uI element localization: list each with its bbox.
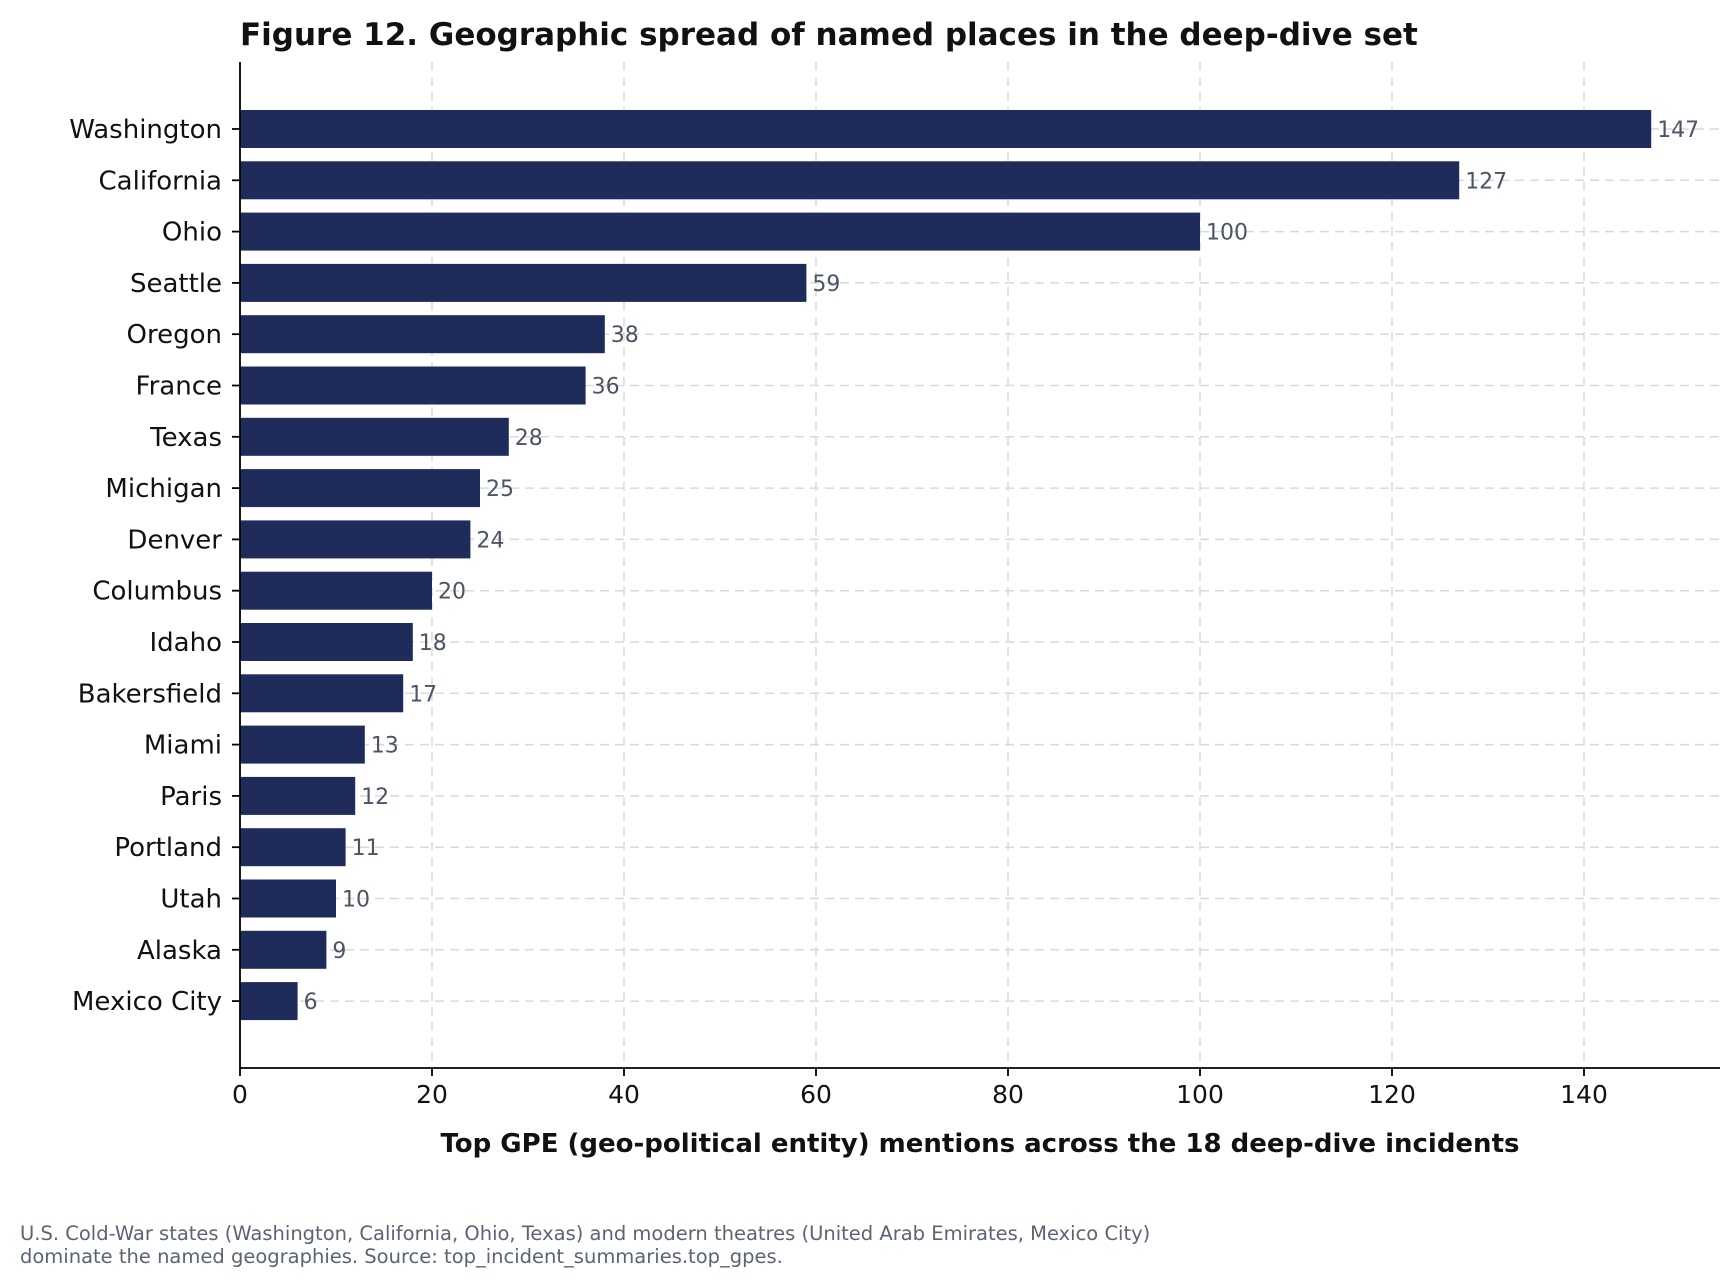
value-label-oregon: 38 <box>611 323 639 348</box>
value-label-texas: 28 <box>515 426 543 451</box>
bar-columbus <box>240 571 432 610</box>
category-labels: Washington California Ohio Seattle Oregon Fra… <box>69 115 240 1017</box>
x-axis-label: Top GPE (geo-political entity) mentions … <box>441 1129 1520 1159</box>
value-label-seattle: 59 <box>812 272 840 297</box>
x-tick-label-140: 140 <box>1560 1080 1608 1109</box>
value-label-miami: 13 <box>371 734 399 759</box>
category-label-california: California <box>99 166 222 196</box>
value-label-california: 127 <box>1465 169 1507 194</box>
category-label-michigan: Michigan <box>105 474 222 504</box>
value-label-utah: 10 <box>342 888 370 913</box>
category-label-bakersfield: Bakersfield <box>78 679 222 709</box>
chart-title: Figure 12. Geographic spread of named pl… <box>240 17 1418 53</box>
category-label-idaho: Idaho <box>150 628 223 658</box>
bar-bakersfield <box>240 674 404 713</box>
bar-texas <box>240 417 509 456</box>
bar-oregon <box>240 315 605 354</box>
x-ticks: 0 20 40 60 80 100 120 140 <box>232 1068 1608 1109</box>
bar-seattle <box>240 263 807 302</box>
category-label-portland: Portland <box>114 833 222 863</box>
category-label-paris: Paris <box>160 782 222 812</box>
bar-ohio <box>240 212 1200 251</box>
value-label-ohio: 100 <box>1206 221 1248 246</box>
value-label-mexico-city: 6 <box>304 990 318 1015</box>
x-tick-label-0: 0 <box>232 1080 248 1109</box>
category-label-miami: Miami <box>144 731 222 761</box>
category-label-texas: Texas <box>149 423 222 453</box>
x-tick-label-120: 120 <box>1368 1080 1416 1109</box>
value-label-alaska: 9 <box>332 939 346 964</box>
bar-utah <box>240 879 336 918</box>
category-label-france: France <box>136 372 222 402</box>
value-label-washington: 147 <box>1657 118 1699 143</box>
value-label-denver: 24 <box>476 528 504 553</box>
bar-idaho <box>240 623 413 661</box>
bars: 147 127 100 59 38 36 28 25 24 20 18 17 13 12 11 10 9 6 <box>240 110 1699 1021</box>
value-label-columbus: 20 <box>438 580 466 605</box>
category-label-alaska: Alaska <box>137 936 222 966</box>
bar-paris <box>240 776 356 815</box>
category-label-utah: Utah <box>160 885 222 915</box>
bar-miami <box>240 725 365 764</box>
category-label-columbus: Columbus <box>92 577 222 607</box>
axes <box>239 62 1720 1069</box>
value-label-bakersfield: 17 <box>409 682 437 707</box>
category-label-mexico-city: Mexico City <box>72 987 222 1017</box>
x-tick-label-100: 100 <box>1176 1080 1224 1109</box>
value-label-michigan: 25 <box>486 477 514 502</box>
value-label-france: 36 <box>592 375 620 400</box>
category-label-seattle: Seattle <box>130 269 222 299</box>
value-label-paris: 12 <box>361 785 389 810</box>
bar-denver <box>240 520 471 559</box>
bar-mexico-city <box>240 982 298 1021</box>
value-label-idaho: 18 <box>419 631 447 656</box>
x-tick-label-80: 80 <box>992 1080 1024 1109</box>
category-label-washington: Washington <box>69 115 222 145</box>
bar-portland <box>240 828 346 867</box>
category-label-ohio: Ohio <box>162 218 222 248</box>
x-tick-label-20: 20 <box>416 1080 448 1109</box>
bar-washington <box>240 110 1652 148</box>
bar-michigan <box>240 469 480 508</box>
x-tick-label-60: 60 <box>800 1080 832 1109</box>
bar-alaska <box>240 930 327 969</box>
caption-line-2: dominate the named geographies. Source: … <box>20 1245 783 1268</box>
bar-france <box>240 366 586 405</box>
category-label-denver: Denver <box>127 525 222 555</box>
category-label-oregon: Oregon <box>127 320 222 350</box>
bar-california <box>240 161 1460 200</box>
figure-caption: U.S. Cold-War states (Washington, Califo… <box>20 1222 1700 1268</box>
caption-line-1: U.S. Cold-War states (Washington, Califo… <box>20 1222 1151 1245</box>
value-label-portland: 11 <box>352 836 380 861</box>
x-tick-label-40: 40 <box>608 1080 640 1109</box>
